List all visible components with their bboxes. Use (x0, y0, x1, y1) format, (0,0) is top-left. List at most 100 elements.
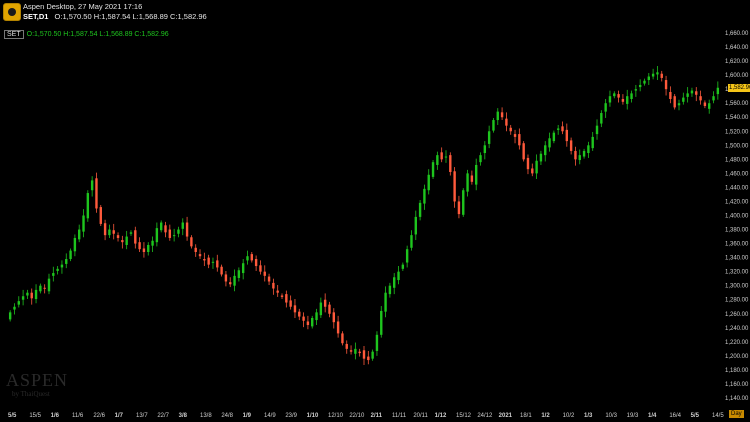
candle-body (112, 230, 115, 234)
candle-body (302, 316, 305, 321)
candle-body (522, 143, 525, 160)
symbol-label: SET,D1 (23, 12, 49, 21)
legend-symbol-tag: SET (4, 30, 24, 39)
candle-body (52, 273, 55, 276)
x-tick-label: 2/11 (371, 413, 383, 419)
y-tick-label: 1,440.00 (725, 185, 749, 191)
x-tick-label: 14/9 (264, 413, 276, 419)
candle-body (647, 76, 650, 81)
candles-layer (8, 66, 720, 365)
candle-body (548, 138, 551, 148)
candle-body (293, 305, 297, 313)
candle-body (518, 134, 521, 146)
candle-body (371, 351, 374, 359)
candle-body (73, 237, 77, 252)
candle-body (716, 87, 720, 95)
candle-body (259, 265, 262, 272)
candle-body (90, 180, 94, 191)
candle-body (168, 229, 172, 238)
candle-body (526, 157, 530, 170)
candle-body (341, 333, 344, 344)
candle-body (138, 242, 141, 250)
candle-body (151, 240, 154, 246)
candle-body (393, 277, 396, 288)
candle-body (306, 321, 310, 325)
y-tick-label: 1,240.00 (725, 326, 749, 332)
y-tick-label: 1,340.00 (725, 256, 749, 262)
candle-body (608, 96, 612, 103)
candle-body (427, 174, 430, 191)
candle-body (198, 254, 202, 257)
candle-body (237, 270, 241, 278)
y-tick-label: 1,560.00 (725, 101, 749, 107)
candle-body (26, 292, 29, 296)
candle-body (134, 230, 137, 244)
candle-body (56, 268, 59, 271)
candle-body (500, 112, 504, 118)
x-tick-label: 1/10 (307, 413, 319, 419)
y-tick-label: 1,220.00 (725, 340, 749, 346)
y-tick-label: 1,540.00 (725, 115, 749, 121)
watermark-byline: by ThaiQuest (12, 390, 50, 398)
candle-body (617, 94, 620, 98)
candle-body (708, 103, 711, 109)
timeframe-day-button[interactable]: Day (729, 410, 744, 418)
y-tick-label: 1,280.00 (725, 298, 749, 304)
candle-body (414, 216, 417, 235)
y-tick-label: 1,460.00 (725, 171, 749, 177)
candle-body (164, 225, 167, 233)
x-tick-label: 20/11 (413, 413, 428, 419)
candle-body (703, 102, 707, 107)
candle-body (315, 312, 318, 321)
x-tick-label: 5/5 (691, 413, 700, 419)
candle-body (358, 351, 361, 354)
candle-body (129, 232, 133, 234)
candle-body (276, 290, 279, 293)
x-tick-label: 14/5 (712, 413, 724, 419)
candle-body (630, 93, 633, 99)
y-tick-label: 1,400.00 (725, 214, 749, 220)
candle-body (311, 317, 314, 327)
candle-body (474, 164, 478, 185)
candle-body (578, 155, 581, 161)
candle-body (39, 285, 42, 292)
y-tick-label: 1,260.00 (725, 312, 749, 318)
y-tick-label: 1,500.00 (725, 143, 749, 149)
candle-body (246, 256, 249, 261)
candle-body (30, 292, 33, 299)
y-tick-label: 1,520.00 (725, 129, 749, 135)
candle-body (99, 207, 102, 224)
candle-body (634, 89, 638, 91)
candle-body (108, 229, 111, 236)
candle-body (147, 244, 150, 252)
x-tick-label: 1/3 (584, 413, 593, 419)
y-tick-label: 1,640.00 (725, 45, 749, 51)
candle-body (86, 193, 90, 219)
candle-body (82, 215, 85, 232)
x-tick-label: 24/12 (477, 413, 493, 419)
y-axis: 1,140.00 1,160.00 1,180.00 1,200.00 1,220.00… (725, 31, 749, 402)
legend-ohlc-values: O:1,570.50 H:1,587.54 L:1,568.89 C:1,582… (26, 31, 169, 38)
candle-body (17, 301, 20, 305)
x-tick-label: 12/10 (328, 413, 344, 419)
y-tick-label: 1,200.00 (725, 354, 749, 360)
header-ohlc-values: O:1,570.50 H:1,587.54 L:1,568.89 C:1,582… (54, 12, 207, 21)
candle-body (574, 150, 577, 160)
title-bar: Aspen Desktop, 27 May 2021 17:16 SET,D1 … (0, 0, 750, 26)
candle-body (595, 125, 599, 135)
x-tick-label: 22/7 (157, 413, 169, 419)
candle-body (388, 285, 392, 295)
candle-body (125, 236, 128, 245)
y-tick-label: 1,180.00 (725, 368, 749, 374)
candle-body (565, 129, 569, 142)
candle-body (323, 299, 327, 307)
candle-body (207, 257, 210, 265)
candle-body (582, 150, 586, 157)
x-tick-label: 3/8 (179, 413, 188, 419)
candle-body (229, 282, 232, 285)
candle-body (190, 237, 193, 247)
candle-body (95, 178, 98, 209)
candle-body (280, 295, 284, 297)
candle-body (116, 235, 120, 238)
